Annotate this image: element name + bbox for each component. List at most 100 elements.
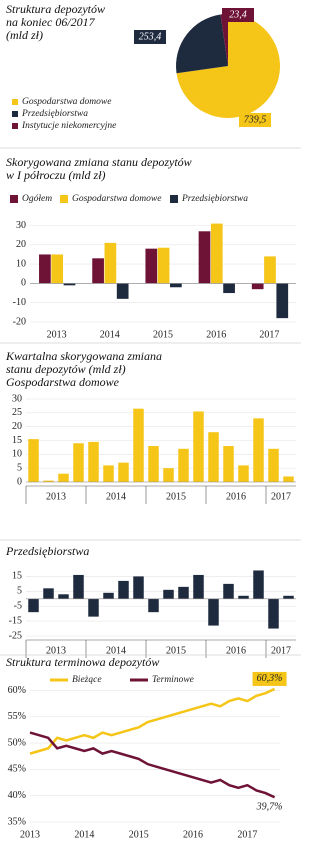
y-tick-label: 30 xyxy=(12,393,22,404)
annotation: 60,3% xyxy=(257,673,283,684)
y-tick-label: -10 xyxy=(13,297,26,308)
legend-label: Terminowe xyxy=(152,675,194,685)
x-tick-label: 2013 xyxy=(46,645,66,656)
bar xyxy=(223,583,234,599)
legend-swatch xyxy=(12,111,18,117)
bar xyxy=(178,586,189,599)
pie-slice xyxy=(176,14,280,119)
value-label: 739,5 xyxy=(244,114,267,125)
bar xyxy=(268,598,279,629)
bar xyxy=(163,468,174,482)
bar xyxy=(43,588,54,599)
y-tick-label: 40% xyxy=(8,790,26,801)
bar xyxy=(170,283,182,288)
y-tick-label: 20 xyxy=(12,421,22,432)
pie-slice xyxy=(220,14,228,66)
x-tick-label: 2015 xyxy=(153,329,173,340)
bar xyxy=(58,473,69,482)
value-label: 253,4 xyxy=(139,31,162,42)
x-tick-label: 2016 xyxy=(183,829,203,840)
x-tick-label: 2014 xyxy=(106,491,126,502)
legend-label: Instytucje niekomercyjne xyxy=(21,121,116,131)
y-tick-label: 5 xyxy=(17,462,22,473)
bar xyxy=(88,441,99,482)
bar xyxy=(193,574,204,599)
bar xyxy=(157,247,170,284)
y-tick-label: 0 xyxy=(17,476,22,487)
bar xyxy=(133,408,144,482)
annotation: 39,7% xyxy=(256,802,283,813)
bar xyxy=(163,589,174,599)
label-bg xyxy=(252,800,287,815)
bar xyxy=(223,446,234,482)
y-tick-label: -25 xyxy=(9,630,22,641)
bar xyxy=(116,283,129,299)
x-tick-label: 2015 xyxy=(166,491,186,502)
y-tick-label: 10 xyxy=(12,449,22,460)
y-tick-label: 15 xyxy=(12,435,22,446)
chart-title: Skorygowana zmiana stanu depozytów xyxy=(6,155,192,169)
bar xyxy=(238,465,249,482)
chart-title: Kwartalna skorygowana zmiana xyxy=(5,349,162,363)
y-tick-label: 45% xyxy=(8,764,26,775)
bar xyxy=(148,598,159,613)
bar xyxy=(133,576,144,599)
label-bg xyxy=(252,671,287,686)
y-tick-label: 20 xyxy=(16,239,26,250)
bar xyxy=(253,570,264,599)
legend-label: Przedsiębiorstwa xyxy=(181,194,248,204)
bar xyxy=(145,248,158,284)
x-tick-label: 2014 xyxy=(100,329,120,340)
bar xyxy=(73,574,84,599)
bar xyxy=(251,283,264,290)
bar xyxy=(58,594,69,599)
legend-label: Bieżące xyxy=(72,675,102,685)
bar xyxy=(238,595,249,599)
bar xyxy=(268,448,279,482)
bar xyxy=(178,448,189,482)
x-tick-label: 2013 xyxy=(20,829,40,840)
x-tick-label: 2016 xyxy=(206,329,226,340)
x-tick-label: 2015 xyxy=(129,829,149,840)
legend-swatch xyxy=(12,123,18,129)
chart-title: na koniec 06/2017 xyxy=(6,15,96,29)
bar xyxy=(43,480,54,482)
x-tick-label: 2017 xyxy=(237,829,257,840)
legend-label: Ogółem xyxy=(22,194,52,204)
bar xyxy=(208,598,219,626)
bar xyxy=(88,598,99,617)
bar xyxy=(103,592,114,599)
chart-title: Przedsiębiorstwa xyxy=(5,544,89,558)
y-tick-label: 15 xyxy=(12,571,22,582)
bar xyxy=(51,254,64,284)
y-tick-label: 35% xyxy=(8,816,26,827)
legend-swatch xyxy=(60,195,68,203)
label-bg xyxy=(134,30,166,44)
chart-title: w I półroczu (mld zł) xyxy=(6,168,106,182)
bar xyxy=(283,476,294,482)
y-tick-label: 0 xyxy=(21,278,26,289)
line xyxy=(29,731,276,799)
bar xyxy=(63,283,76,286)
y-tick-label: 55% xyxy=(8,711,26,722)
y-tick-label: 25 xyxy=(12,407,22,418)
bar xyxy=(276,283,289,319)
legend-label: Gospodarstwa domowe xyxy=(72,194,161,204)
chart-title: (mld zł) xyxy=(6,28,43,42)
bar xyxy=(28,598,39,613)
legend-swatch xyxy=(10,195,18,203)
x-tick-label: 2017 xyxy=(271,491,291,502)
y-tick-label: -15 xyxy=(9,615,22,626)
bar xyxy=(148,446,159,482)
bar xyxy=(210,223,223,284)
chart-subtitle: Gospodarstwa domowe xyxy=(6,375,120,389)
legend-swatch xyxy=(12,99,18,105)
bar xyxy=(193,411,204,482)
x-tick-label: 2016 xyxy=(226,645,246,656)
bar xyxy=(103,465,114,482)
bar xyxy=(283,595,294,599)
value-label: 23,4 xyxy=(229,9,247,20)
x-tick-label: 2013 xyxy=(47,329,67,340)
bar xyxy=(39,254,51,284)
bar xyxy=(264,256,276,284)
